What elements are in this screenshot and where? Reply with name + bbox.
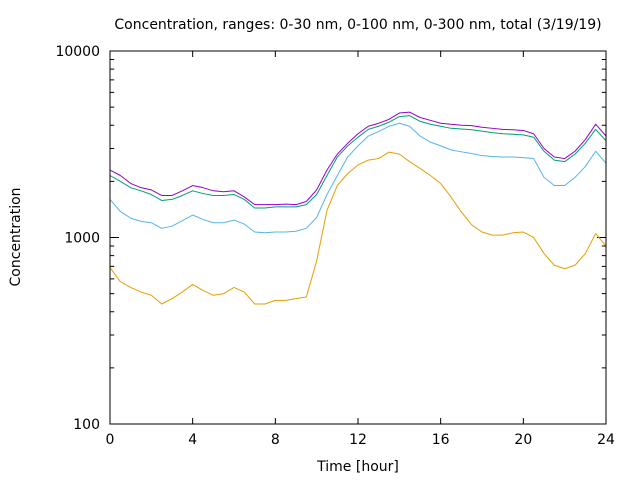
x-tick-label: 0: [106, 432, 115, 448]
x-tick-label: 24: [597, 432, 615, 448]
y-tick-label: 100: [73, 417, 100, 433]
x-tick-label: 8: [271, 432, 280, 448]
y-tick-label: 10000: [55, 44, 100, 60]
x-tick-label: 4: [188, 432, 197, 448]
x-tick-label: 16: [432, 432, 450, 448]
series-line-4: [109, 111, 607, 206]
plot-frame: [109, 50, 607, 425]
chart-title: Concentration, ranges: 0-30 nm, 0-100 nm…: [114, 17, 601, 33]
series-line-2: [109, 122, 607, 234]
axis-ticks: 0 4 8 12 16 20 24 100 1000 10000: [55, 44, 615, 448]
x-axis-label: Time [hour]: [316, 459, 399, 475]
x-tick-label: 20: [514, 432, 532, 448]
plot-series: [109, 111, 607, 305]
series-line-3: [109, 115, 607, 209]
y-axis-label: Concentration: [8, 187, 24, 286]
series-line-1: [109, 151, 607, 305]
y-tick-label: 1000: [64, 231, 100, 247]
x-tick-label: 12: [349, 432, 367, 448]
